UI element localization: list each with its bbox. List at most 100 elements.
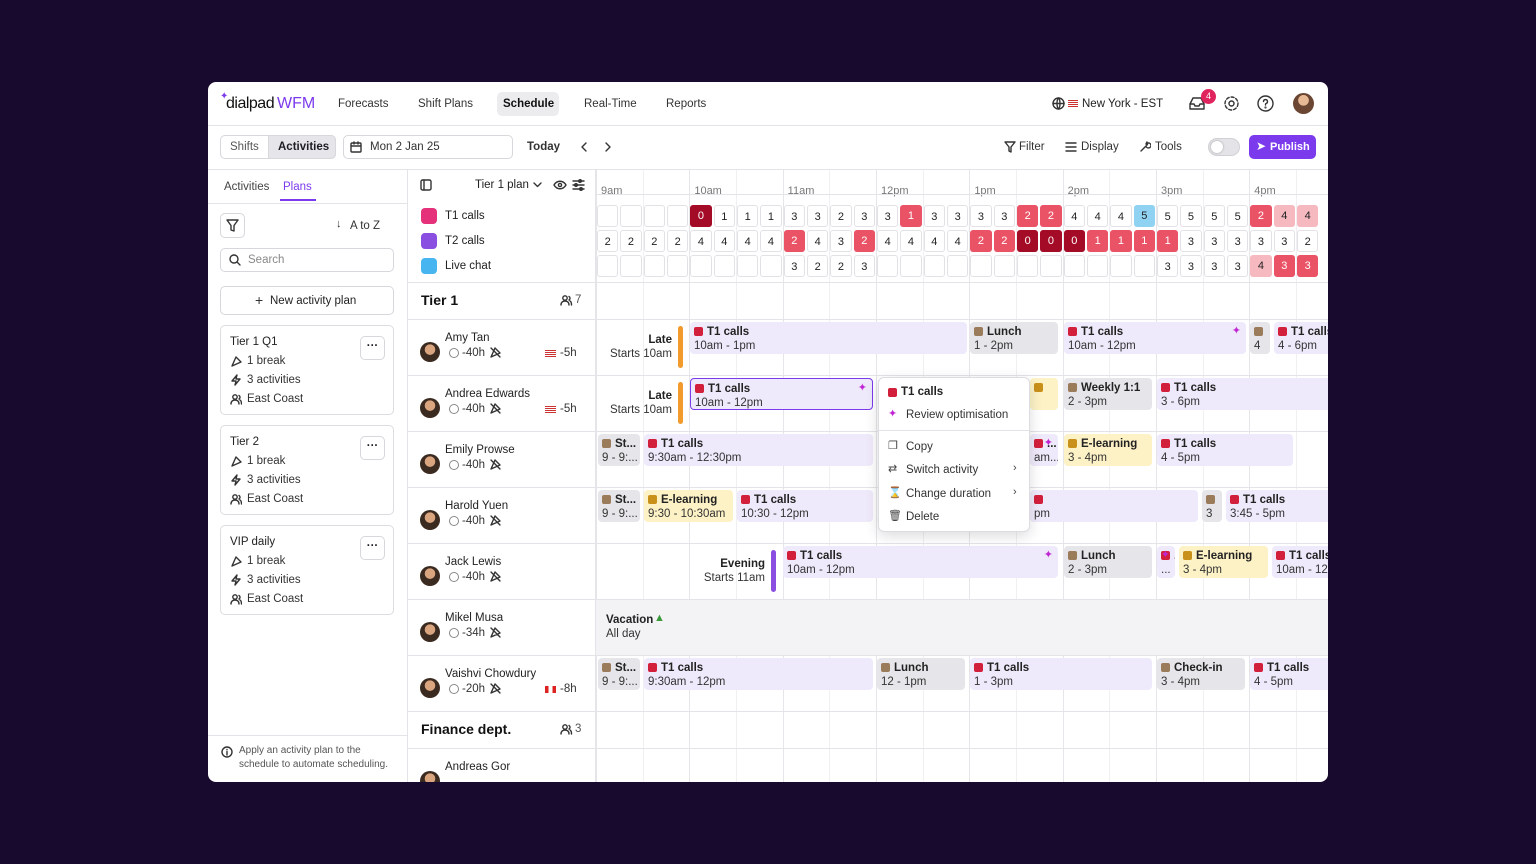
demand-cell [1016,255,1039,277]
nav-item[interactable]: Shift Plans [418,98,473,110]
activity-block[interactable]: T1 calls 4 - 6pm [1274,322,1328,354]
activity-block[interactable] [1030,378,1058,410]
activity-block[interactable]: ... am... ✦ [1030,434,1058,466]
demand-cell: 2 [806,255,829,277]
plan-card[interactable] [220,525,394,615]
time-grid-line [829,170,831,782]
plan-card[interactable] [220,325,394,415]
activity-block[interactable]: Lunch 1 - 2pm [970,322,1058,354]
activity-block[interactable]: St... 9 - 9:... [598,658,640,690]
activity-block[interactable]: T1 calls 10am - 12pm [1272,546,1328,578]
nav-active-pill [497,92,559,116]
activity-block[interactable]: T1 calls 10am - 12pm ✦ [783,546,1058,578]
submenu-chevron: › [1013,486,1017,498]
activity-block[interactable]: T1 calls 4 - 5pm [1157,434,1293,466]
menu-item[interactable]: Delete [906,511,940,523]
activity-block[interactable]: T1 calls 10am - 12pm ✦ [690,378,873,410]
demand-cell: 1 [1156,230,1179,252]
activity-block[interactable]: Lunch 2 - 3pm [1064,546,1152,578]
new-plan-label: New activity plan [270,295,357,307]
activity-label: E-learning [661,494,718,506]
activity-block[interactable]: E-learning 3 - 4pm [1179,546,1268,578]
eye-icon[interactable] [553,180,567,190]
activity-block[interactable]: T1 calls 9:30am - 12pm [644,658,873,690]
activity-label: Lunch [1081,550,1116,562]
activity-block[interactable]: E-learning 3 - 4pm [1064,434,1152,466]
plan-selector[interactable]: Tier 1 plan [475,179,529,191]
new-plan-button[interactable] [220,286,394,315]
sort-button[interactable]: A to Z [350,220,381,232]
nav-item[interactable]: Schedule [503,98,555,110]
display-button[interactable]: Display [1081,141,1119,153]
demand-cell [993,255,1015,277]
activity-block[interactable]: T1 calls 1 - 3pm [970,658,1152,690]
demand-cell: 3 [1226,255,1249,277]
plan-menu-button[interactable]: ··· [360,536,385,560]
activity-block[interactable]: St... 9 - 9:... [598,434,640,466]
activity-block[interactable]: T1 calls 9:30am - 12:30pm [644,434,873,466]
activity-block[interactable]: ...... ✦ [1157,546,1175,578]
activity-block[interactable]: T1 calls 3 - 6pm [1157,378,1328,410]
activity-label: Lunch [894,662,929,674]
timezone[interactable]: New York - EST [1082,98,1164,110]
no-pref-icon [490,459,501,470]
demand-cell [597,205,619,227]
activity-label: T1 calls [708,383,751,395]
activity-block[interactable]: T1 calls 10am - 12pm ✦ [1064,322,1246,354]
nav-item[interactable]: Real-Time [584,98,637,110]
demand-cell: 3 [923,205,945,227]
demand-label: Live chat [445,260,492,272]
publish-button[interactable] [1249,135,1316,159]
panel-icon[interactable] [420,179,432,191]
activity-block[interactable]: Check-in 3 - 4pm [1157,658,1245,690]
plan-menu-button[interactable]: ··· [360,336,385,360]
activity-block[interactable]: St... 9 - 9:... [598,490,640,522]
nav-item[interactable]: Reports [666,98,707,110]
sidebar-tab[interactable]: Plans [283,181,312,193]
search-box[interactable] [220,248,394,272]
filter-button[interactable]: Filter [1019,141,1045,153]
menu-item[interactable]: Change duration [906,488,992,500]
demand-cell [876,255,899,277]
activity-time: 1 - 2pm [974,340,1013,352]
time-grid-line [596,170,597,782]
activity-icon [1254,663,1263,672]
activity-block[interactable]: E-learning 9:30 - 10:30am [644,490,733,522]
tools-button[interactable]: Tools [1155,141,1182,153]
user-avatar[interactable] [1293,93,1314,114]
context-menu: T1 calls ✦ Review optimisation ❐ Copy ⇄ Switch… [878,377,1030,532]
view-option[interactable]: Shifts [230,141,259,153]
toolbar-border [208,169,1328,170]
sidebar-tab[interactable]: Activities [224,181,270,193]
filter-plans-button[interactable] [220,213,245,238]
date-picker[interactable] [343,135,513,159]
menu-item[interactable]: Copy [906,441,933,453]
activity-block[interactable]: T1 calls 3:45 - 5pm [1226,490,1328,522]
inbox-icon[interactable] [1188,95,1206,111]
activity-block[interactable]: 3 [1202,490,1222,522]
menu-item[interactable]: Review optimisation [906,409,1009,421]
view-option[interactable]: Activities [278,141,330,153]
activity-block[interactable]: T1 calls 10:30 - 12pm [737,490,873,522]
agent-hours: -40h [462,571,486,583]
demand-cell: 3 [1203,230,1225,252]
activity-block[interactable]: pm [1030,490,1198,522]
nav-item[interactable]: Forecasts [338,98,389,110]
demand-cell: 4 [1063,205,1085,227]
today-button[interactable]: Today [527,141,561,153]
activity-icon [602,439,611,448]
prev-arrow[interactable] [579,142,589,152]
menu-item[interactable]: Switch activity [906,464,979,476]
activity-block[interactable]: Weekly 1:1 2 - 3pm [1064,378,1152,410]
activity-block[interactable]: T1 calls 10am - 1pm [690,322,967,354]
next-arrow[interactable] [603,142,613,152]
activity-block[interactable]: T1 calls 4 - 5pm [1250,658,1328,690]
sliders-icon[interactable] [572,179,585,191]
activity-icon [1254,327,1263,336]
activity-block[interactable]: Lunch 12 - 1pm [877,658,965,690]
plan-menu-button[interactable]: ··· [360,436,385,460]
help-icon[interactable] [1257,95,1274,112]
activity-block[interactable]: 4 [1250,322,1270,354]
plan-card[interactable] [220,425,394,515]
settings-icon[interactable] [1223,95,1240,112]
